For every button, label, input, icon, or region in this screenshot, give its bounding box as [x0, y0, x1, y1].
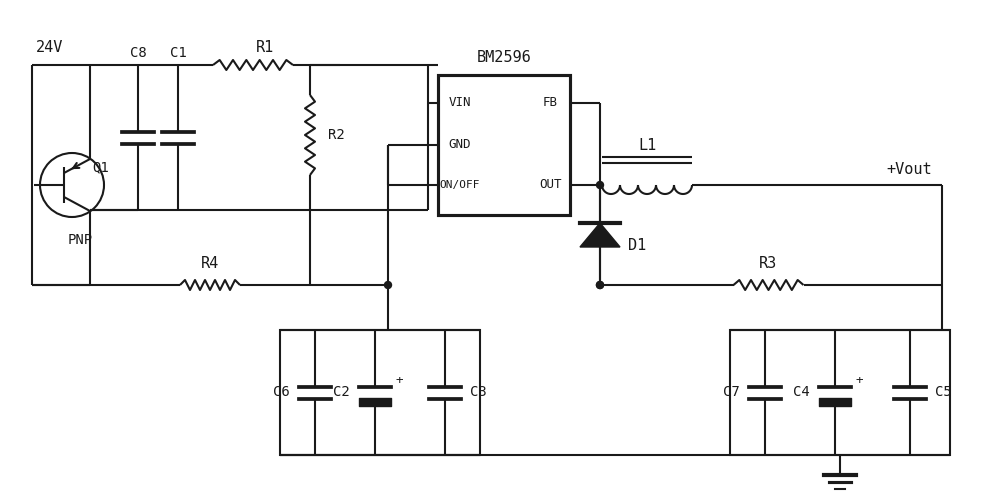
Text: OUT: OUT	[539, 178, 561, 192]
Circle shape	[596, 282, 604, 288]
Text: C2: C2	[333, 386, 350, 400]
Text: R1: R1	[256, 39, 274, 54]
Text: C5: C5	[935, 386, 952, 400]
Text: R3: R3	[759, 256, 778, 271]
Text: ON/OFF: ON/OFF	[440, 180, 480, 190]
Circle shape	[596, 181, 604, 188]
Text: R4: R4	[201, 256, 219, 271]
Circle shape	[384, 282, 392, 288]
Text: 24V: 24V	[36, 39, 63, 54]
Text: FB: FB	[542, 96, 558, 109]
Text: C6: C6	[273, 386, 290, 400]
Text: R2: R2	[328, 128, 345, 142]
Circle shape	[596, 282, 604, 288]
Text: Q1: Q1	[92, 160, 109, 174]
Text: C4: C4	[793, 386, 810, 400]
Text: +: +	[396, 374, 404, 387]
Polygon shape	[580, 223, 620, 247]
Text: L1: L1	[638, 138, 656, 153]
Text: +Vout: +Vout	[886, 162, 932, 177]
Text: BM2596: BM2596	[477, 49, 531, 65]
Text: PNP: PNP	[67, 233, 93, 247]
Text: C1: C1	[170, 46, 186, 60]
Text: C7: C7	[723, 386, 740, 400]
Text: VIN: VIN	[449, 96, 471, 109]
Text: D1: D1	[628, 237, 646, 253]
Text: +: +	[856, 374, 864, 387]
Text: GND: GND	[449, 139, 471, 152]
Text: C8: C8	[130, 46, 146, 60]
Text: C3: C3	[470, 386, 487, 400]
